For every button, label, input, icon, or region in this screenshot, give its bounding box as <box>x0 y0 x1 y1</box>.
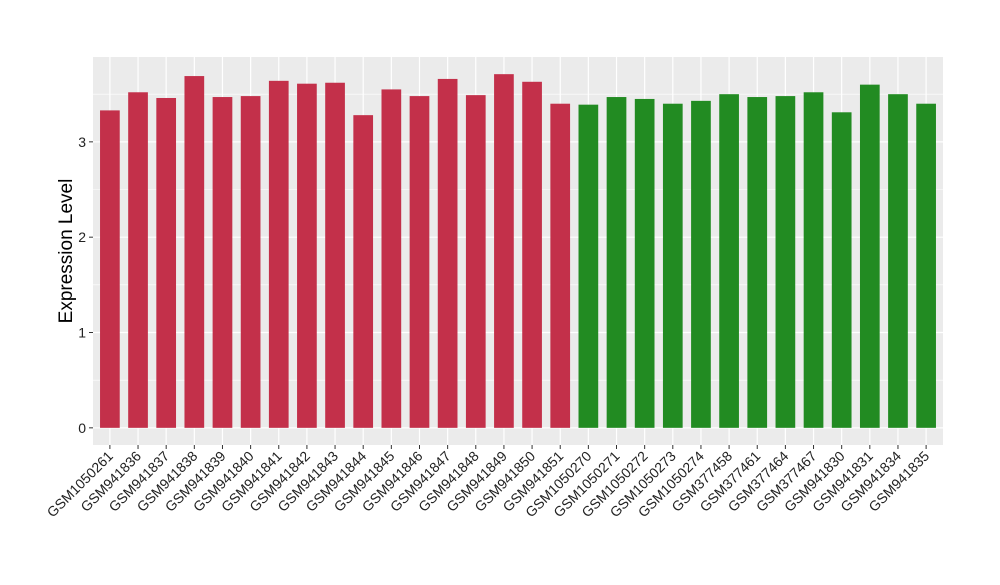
bar-GSM941844 <box>353 115 374 428</box>
bar-GSM1050271 <box>606 97 627 428</box>
bar-GSM941847 <box>437 78 458 428</box>
bar-GSM941840 <box>240 96 261 428</box>
y-axis-title: Expression Level <box>56 179 77 324</box>
bar-GSM377464 <box>775 96 796 428</box>
bar-GSM941835 <box>916 103 936 428</box>
bar-GSM941836 <box>128 92 148 428</box>
y-tick-label: 0 <box>78 420 86 436</box>
bar-GSM941837 <box>156 97 177 428</box>
bar-GSM941839 <box>212 97 233 428</box>
bar-GSM941848 <box>465 95 486 428</box>
bar-GSM941830 <box>831 112 852 428</box>
bar-GSM941851 <box>550 103 571 428</box>
bar-GSM1050261 <box>100 110 120 428</box>
x-axis: GSM1050261GSM941836GSM941837GSM941838GSM… <box>44 445 932 520</box>
bar-GSM941846 <box>409 96 430 428</box>
bar-GSM941834 <box>888 94 908 428</box>
y-tick-label: 2 <box>78 229 86 245</box>
y-tick-label: 3 <box>78 134 86 150</box>
bar-GSM1050273 <box>662 103 683 428</box>
bars <box>100 74 936 428</box>
bar-GSM941842 <box>297 83 317 428</box>
bar-GSM377458 <box>719 94 739 428</box>
bar-GSM941843 <box>325 82 345 428</box>
y-tick-label: 1 <box>78 325 86 341</box>
bar-GSM1050272 <box>634 98 655 428</box>
bar-GSM377461 <box>747 97 768 428</box>
bar-GSM941841 <box>268 80 289 428</box>
bar-GSM1050270 <box>578 104 599 428</box>
bar-GSM941850 <box>522 81 542 428</box>
bar-GSM377467 <box>803 92 824 428</box>
bar-GSM1050274 <box>691 100 711 428</box>
bar-GSM941845 <box>381 89 402 428</box>
y-axis: 0 1 2 3 <box>78 134 93 436</box>
bar-GSM941838 <box>184 76 205 428</box>
bar-GSM941849 <box>494 74 514 428</box>
bar-GSM941831 <box>859 84 880 428</box>
